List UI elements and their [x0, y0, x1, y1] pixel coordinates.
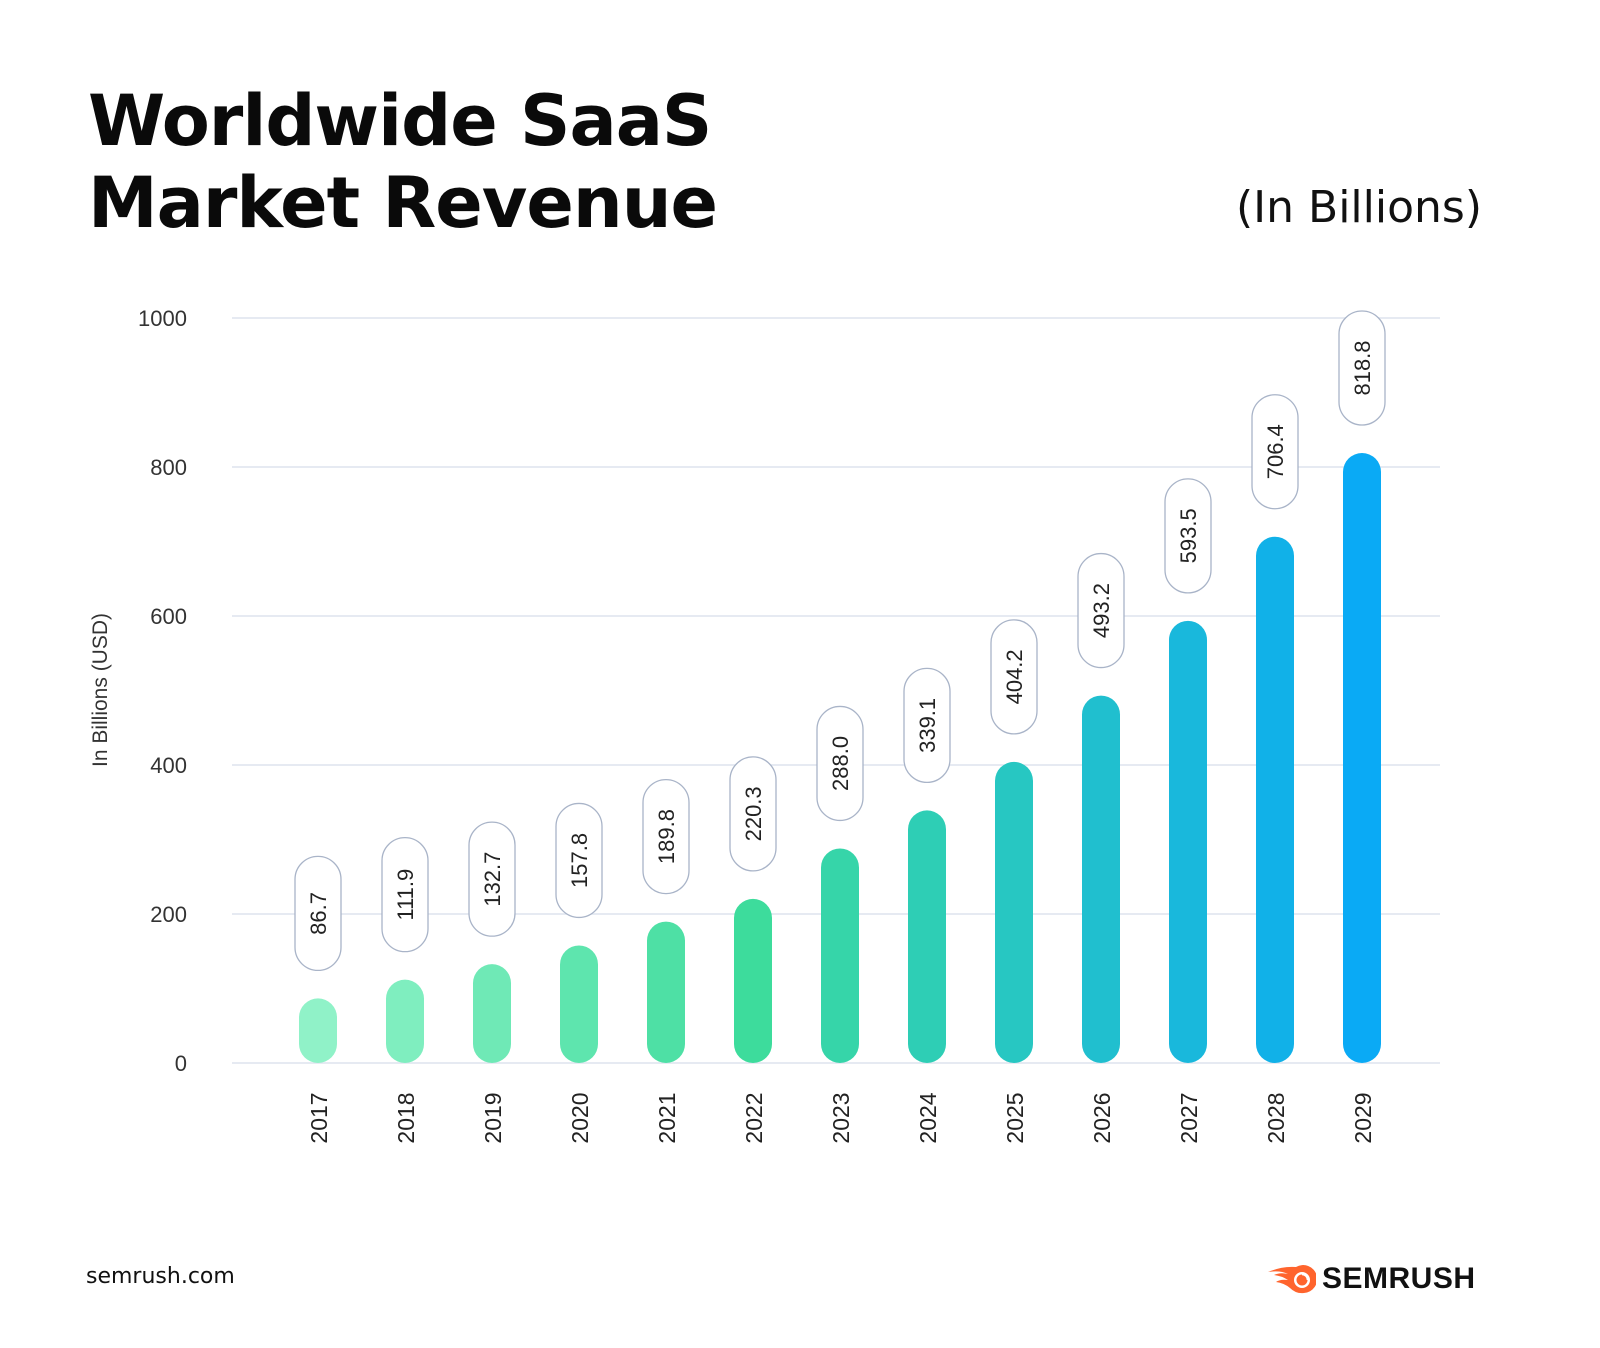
bar-2026 — [1082, 695, 1120, 1063]
semrush-flame-logo-icon — [1268, 1265, 1316, 1294]
bar-2020 — [560, 945, 598, 1063]
brand-name: SEMRUSH — [1322, 1262, 1476, 1295]
bar-2023 — [821, 848, 859, 1063]
bar-2019 — [473, 964, 511, 1063]
value-label: 132.7 — [480, 852, 505, 907]
value-label-pill — [903, 667, 951, 784]
value-label-pill — [1077, 552, 1125, 669]
value-label-pill — [1338, 310, 1386, 426]
bar-2027 — [1169, 620, 1207, 1063]
value-label: 404.2 — [1002, 649, 1027, 704]
source-text: semrush.com — [86, 1264, 235, 1289]
value-label-pill — [642, 778, 690, 895]
unit-note: (In Billions) — [1236, 182, 1482, 233]
x-tick-label: 2026 — [1089, 1092, 1115, 1143]
bar-2029 — [1343, 452, 1381, 1063]
x-tick-label: 2023 — [828, 1092, 854, 1143]
x-tick-label: 2017 — [306, 1092, 332, 1143]
bar-2018 — [386, 979, 424, 1063]
title-line-1: Worldwide SaaS — [88, 80, 712, 162]
bar-2022 — [734, 898, 772, 1063]
semrush-logo: SEMRUSH — [1266, 1262, 1476, 1296]
value-label-pill — [381, 836, 429, 953]
value-label-pill — [294, 855, 342, 972]
bar-2021 — [647, 921, 685, 1063]
x-tick-label: 2029 — [1350, 1092, 1376, 1143]
value-label: 493.2 — [1089, 583, 1114, 638]
value-label-pill — [555, 802, 603, 919]
x-tick-label: 2020 — [567, 1092, 593, 1143]
chart-title: Worldwide SaaS Market Revenue — [88, 80, 718, 244]
bar-2028 — [1256, 536, 1294, 1063]
x-tick-label: 2022 — [741, 1092, 767, 1143]
value-label-pill — [729, 756, 777, 872]
bar-2017 — [299, 998, 337, 1063]
y-axis-label: In Billions (USD) — [89, 613, 112, 767]
x-tick-label: 2018 — [393, 1092, 419, 1143]
y-tick-label: 0 — [175, 1051, 187, 1076]
value-label-pill — [990, 619, 1038, 735]
x-tick-label: 2025 — [1002, 1092, 1028, 1143]
value-label: 86.7 — [306, 892, 331, 935]
value-label: 818.8 — [1350, 340, 1375, 395]
value-label-pill — [816, 705, 864, 822]
x-tick-label: 2021 — [654, 1092, 680, 1143]
title-line-2: Market Revenue — [88, 162, 718, 244]
y-tick-label: 600 — [150, 604, 187, 629]
x-tick-label: 2024 — [915, 1092, 941, 1143]
x-tick-label: 2019 — [480, 1092, 506, 1143]
y-tick-label: 1000 — [138, 306, 187, 331]
value-label: 288.0 — [828, 736, 853, 791]
bar-2025 — [995, 761, 1033, 1063]
value-label: 593.5 — [1176, 508, 1201, 563]
value-label-pill — [1164, 478, 1212, 594]
x-tick-label: 2027 — [1176, 1092, 1202, 1143]
x-tick-label: 2028 — [1263, 1092, 1289, 1143]
value-label: 157.8 — [567, 833, 592, 888]
value-label-pill — [1251, 394, 1299, 510]
y-tick-label: 200 — [150, 902, 187, 927]
y-tick-label: 800 — [150, 455, 187, 480]
bar-2024 — [908, 810, 946, 1063]
value-label: 111.9 — [393, 869, 418, 921]
value-label: 706.4 — [1263, 424, 1288, 479]
value-label: 220.3 — [741, 786, 766, 841]
value-label-pill — [468, 821, 516, 937]
y-tick-label: 400 — [150, 753, 187, 778]
value-label: 339.1 — [915, 698, 940, 753]
value-label: 189.8 — [654, 809, 679, 864]
